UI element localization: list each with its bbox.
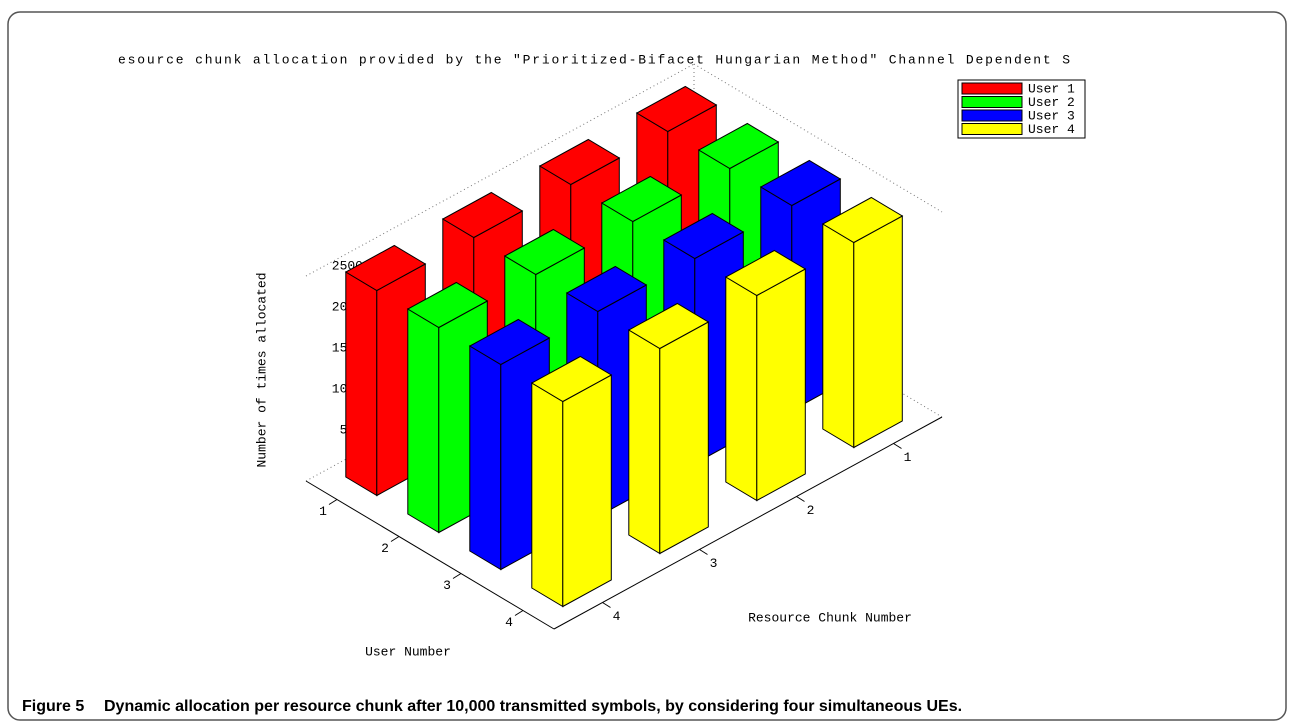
x-tick-label: 3 <box>443 578 451 593</box>
legend-label: User 4 <box>1028 122 1075 137</box>
x-tick <box>328 499 338 505</box>
x-tick-label: 1 <box>319 504 327 519</box>
legend-swatch <box>961 123 1023 135</box>
bar-top-face <box>724 249 807 297</box>
legend-swatch <box>961 96 1023 108</box>
y-tick-label: 3 <box>710 556 718 571</box>
bar-top-face <box>468 318 551 366</box>
box-edge <box>305 63 695 277</box>
box-edge <box>693 63 943 213</box>
y-tick-label: 2 <box>807 503 815 518</box>
bar-top-face <box>662 212 745 260</box>
y-axis-label: Resource Chunk Number <box>748 610 912 625</box>
legend-label: User 2 <box>1028 95 1075 110</box>
z-axis-label: Number of times allocated <box>254 272 269 467</box>
chart-title: esource chunk allocation provided by the… <box>118 52 1070 67</box>
x-tick <box>514 610 524 616</box>
x-axis-label: User Number <box>365 644 451 659</box>
bar-top-face <box>538 138 621 186</box>
y-tick <box>796 496 805 502</box>
bar-top-face <box>565 265 648 313</box>
y-tick <box>893 443 902 449</box>
caption-label: Figure 5 <box>22 698 84 715</box>
x-tick-label: 2 <box>381 541 389 556</box>
bar-top-face <box>635 85 718 133</box>
bar-front-face <box>756 268 806 502</box>
x-tick <box>452 573 462 579</box>
bar-left-face <box>407 308 440 534</box>
bar-top-face <box>697 122 780 170</box>
bar-top-face <box>600 175 683 223</box>
y-tick <box>602 602 611 608</box>
legend-swatch <box>961 109 1023 122</box>
bar-left-face <box>345 271 378 497</box>
bar-top-face <box>627 302 710 350</box>
bar-top-face <box>406 281 489 329</box>
bar-left-face <box>531 382 564 608</box>
bar-left-face <box>822 223 855 449</box>
y-axis-line <box>553 416 943 630</box>
x-axis-line <box>305 480 555 630</box>
bar-front-face <box>853 215 903 449</box>
legend-swatch <box>961 82 1023 95</box>
bar-front-face <box>562 374 612 608</box>
y-tick-label: 4 <box>613 609 621 624</box>
bar-top-face <box>530 355 613 403</box>
legend-label: User 1 <box>1028 81 1075 96</box>
bar-top-face <box>503 228 586 276</box>
legend-label: User 3 <box>1028 108 1075 123</box>
bar-top-face <box>759 159 842 207</box>
x-tick <box>390 536 400 542</box>
y-tick <box>699 549 708 555</box>
bar-top-face <box>344 244 427 292</box>
caption-text: Dynamic allocation per resource chunk af… <box>104 698 962 715</box>
bar-top-face <box>821 196 904 244</box>
bar-top-face <box>441 191 524 239</box>
bar-front-face <box>659 321 709 555</box>
x-tick-label: 4 <box>505 615 513 630</box>
bar-left-face <box>628 329 661 555</box>
bar-left-face <box>725 276 758 502</box>
bar-left-face <box>469 345 502 571</box>
y-tick-label: 1 <box>904 450 912 465</box>
